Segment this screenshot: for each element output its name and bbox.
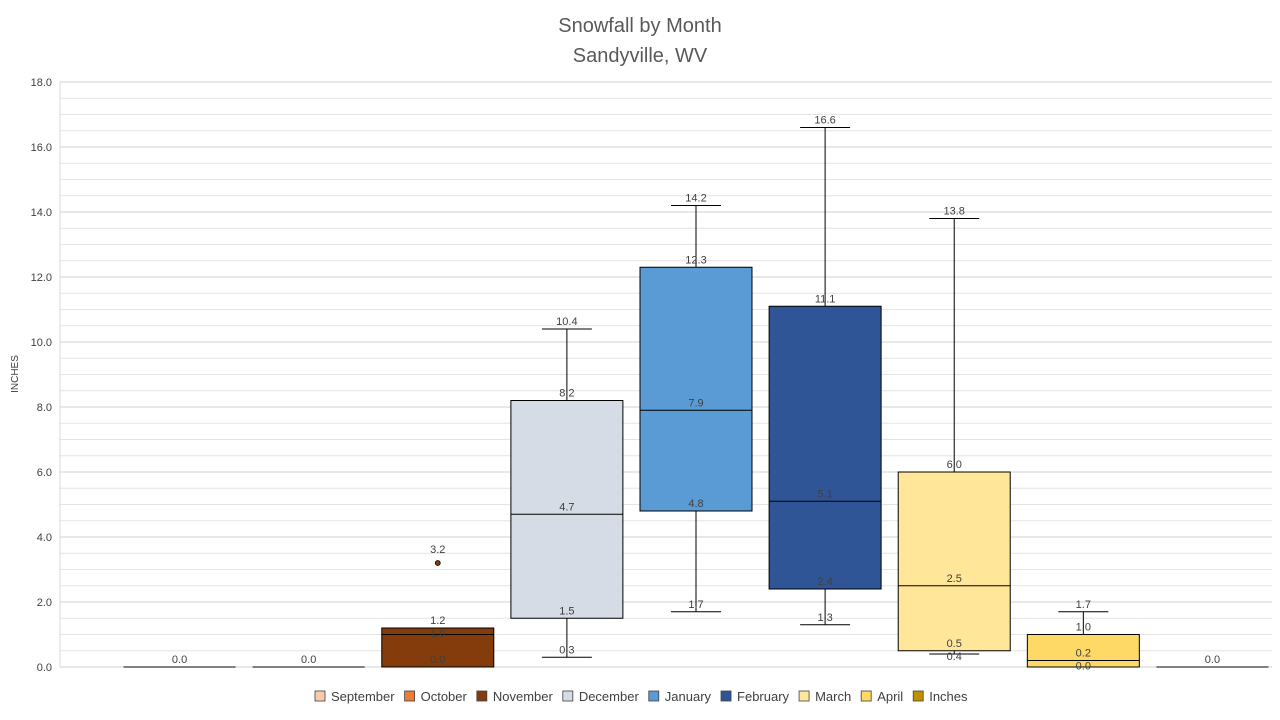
- max-label: 14.2: [685, 193, 706, 205]
- q3-label: 1.2: [430, 615, 445, 627]
- median-label: 0.0: [172, 654, 187, 666]
- chart-title: Snowfall by Month: [558, 15, 721, 37]
- median-label: 4.7: [559, 501, 574, 513]
- chart-subtitle: Sandyville, WV: [573, 45, 708, 67]
- median-label: 2.5: [947, 573, 962, 585]
- min-label: 1.7: [688, 599, 703, 611]
- q1-label: 2.4: [817, 576, 832, 588]
- box-body: [897, 471, 1011, 652]
- legend-label-february: February: [737, 689, 790, 704]
- y-tick-label: 2.0: [37, 597, 52, 609]
- outlier-point: [434, 560, 441, 566]
- median-label: 0.0: [301, 654, 316, 666]
- legend-label-march: March: [815, 689, 851, 704]
- q1-label: 0.5: [947, 638, 962, 650]
- box-january: 14.2 12.3 7.9 4.8 1.7: [639, 193, 753, 613]
- min-label: 0.3: [559, 644, 574, 656]
- box-october: 0.0: [252, 654, 365, 668]
- legend-swatch-april: [860, 690, 872, 702]
- q1-label: 0.0: [430, 654, 445, 666]
- legend-label-november: November: [493, 689, 554, 704]
- y-tick-label: 12.0: [31, 272, 52, 284]
- q1-label: 0.0: [1076, 661, 1091, 673]
- legend-swatch-october: [404, 690, 415, 702]
- min-label: 0.4: [947, 651, 962, 663]
- legend-swatch-november: [476, 690, 488, 702]
- y-tick-label: 4.0: [37, 532, 52, 544]
- legend-swatch-march: [798, 690, 810, 702]
- y-tick-label: 8.0: [37, 402, 52, 414]
- legend-swatch-february: [720, 690, 732, 702]
- y-axis-ticks: 0.0 2.0 4.0 6.0 8.0 10.0 12.0 14.0 16.0 18.0: [31, 77, 52, 674]
- median-label: 1.0: [430, 628, 445, 640]
- box-september: 0.0: [123, 654, 236, 668]
- max-label: 13.8: [944, 206, 965, 218]
- y-tick-label: 6.0: [37, 467, 52, 479]
- legend-swatch-december: [562, 690, 574, 702]
- box-february: 16.6 11.1 5.1 2.4 1.3: [768, 115, 882, 626]
- legend-swatch-september: [314, 690, 326, 702]
- q1-label: 1.5: [559, 605, 574, 617]
- max-label: 10.4: [556, 316, 577, 328]
- q3-label: 6.0: [947, 459, 962, 471]
- y-tick-label: 10.0: [31, 337, 52, 349]
- box-body: [510, 400, 624, 619]
- median-label: 5.1: [817, 488, 832, 500]
- legend-label-december: December: [579, 689, 640, 704]
- box-march: 13.8 6.0 2.5 0.50.4: [897, 206, 1011, 663]
- box-december: 10.4 8.2 4.7 1.5 0.3: [510, 316, 624, 658]
- legend-label-april: April: [877, 689, 903, 704]
- q3-label: 11.1: [815, 293, 836, 305]
- y-axis-label: INCHES: [10, 355, 21, 393]
- legend-label-inches: Inches: [929, 689, 968, 704]
- box-inches: 0.0: [1156, 654, 1269, 668]
- q1-label: 4.8: [688, 498, 703, 510]
- q3-label: 1.0: [1076, 622, 1091, 634]
- legend-label-october: October: [421, 689, 468, 704]
- legend-label-september: September: [331, 689, 395, 704]
- legend-swatch-inches: [912, 690, 924, 702]
- q3-label: 8.2: [559, 388, 574, 400]
- boxes: 0.0 0.03.21.21.00.010.48.24.71.50.314.212…: [123, 115, 1269, 673]
- min-label: 1.3: [817, 612, 832, 624]
- legend-swatch-january: [648, 690, 660, 702]
- max-label: 1.7: [1076, 599, 1091, 611]
- q3-label: 12.3: [685, 254, 706, 266]
- box-body: [639, 266, 753, 512]
- max-label: 16.6: [814, 115, 835, 127]
- median-label: 7.9: [688, 397, 703, 409]
- legend: September October November December January F…: [314, 689, 968, 704]
- median-label: 0.0: [1205, 654, 1220, 666]
- box-body: [768, 305, 882, 590]
- outlier-label: 3.2: [430, 544, 445, 556]
- median-label: 0.2: [1076, 648, 1091, 660]
- legend-label-january: January: [665, 689, 712, 704]
- y-tick-label: 18.0: [31, 77, 52, 89]
- box-body: [1026, 634, 1140, 668]
- box-november: 3.2 1.21.0 0.0: [381, 544, 495, 668]
- y-tick-label: 16.0: [31, 142, 52, 154]
- y-tick-label: 0.0: [37, 662, 52, 674]
- box-april: 1.7 1.0 0.20.0: [1026, 599, 1140, 673]
- y-tick-label: 14.0: [31, 207, 52, 219]
